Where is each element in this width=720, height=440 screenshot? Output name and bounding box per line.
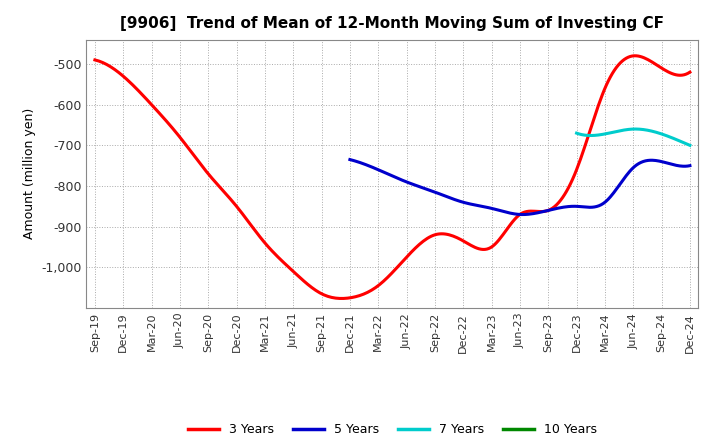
Y-axis label: Amount (million yen): Amount (million yen) <box>22 108 35 239</box>
Legend: 3 Years, 5 Years, 7 Years, 10 Years: 3 Years, 5 Years, 7 Years, 10 Years <box>183 418 602 440</box>
Title: [9906]  Trend of Mean of 12-Month Moving Sum of Investing CF: [9906] Trend of Mean of 12-Month Moving … <box>120 16 665 32</box>
